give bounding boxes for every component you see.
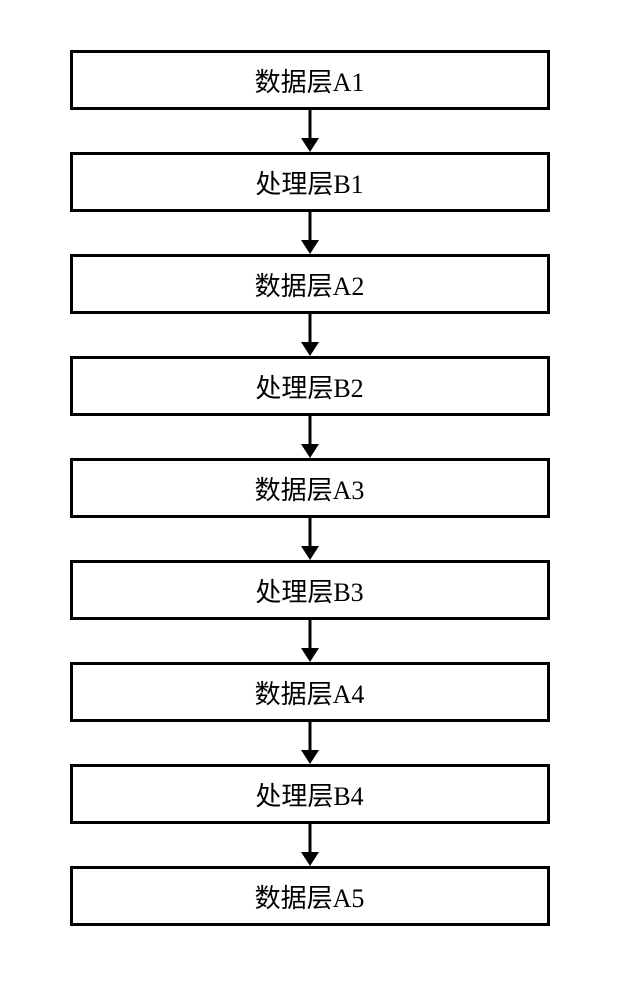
node-label: 处理层B1 <box>255 164 363 201</box>
flowchart-node: 数据层A5 <box>70 866 550 926</box>
flowchart-node: 数据层A3 <box>70 458 550 518</box>
flowchart-arrow <box>299 314 321 356</box>
node-label: 数据层A3 <box>255 470 365 507</box>
flowchart-node: 处理层B2 <box>70 356 550 416</box>
flowchart-node: 数据层A1 <box>70 50 550 110</box>
flowchart-arrow <box>299 518 321 560</box>
flowchart-node: 处理层B3 <box>70 560 550 620</box>
node-label: 数据层A5 <box>255 878 365 915</box>
flowchart-node: 数据层A4 <box>70 662 550 722</box>
flowchart-arrow <box>299 824 321 866</box>
flowchart-arrow <box>299 620 321 662</box>
flowchart-node: 数据层A2 <box>70 254 550 314</box>
node-label: 处理层B3 <box>255 572 363 609</box>
node-label: 数据层A1 <box>255 62 365 99</box>
flowchart-arrow <box>299 110 321 152</box>
node-label: 数据层A4 <box>255 674 365 711</box>
flowchart-arrow <box>299 212 321 254</box>
flowchart-arrow <box>299 722 321 764</box>
node-label: 数据层A2 <box>255 266 365 303</box>
flowchart-node: 处理层B4 <box>70 764 550 824</box>
flowchart-container: 数据层A1 处理层B1 数据层A2 处理层B2 数据层A3 处理层B3 数据层A… <box>0 0 619 1000</box>
node-label: 处理层B4 <box>255 776 363 813</box>
flowchart-arrow <box>299 416 321 458</box>
flowchart-node: 处理层B1 <box>70 152 550 212</box>
node-label: 处理层B2 <box>255 368 363 405</box>
